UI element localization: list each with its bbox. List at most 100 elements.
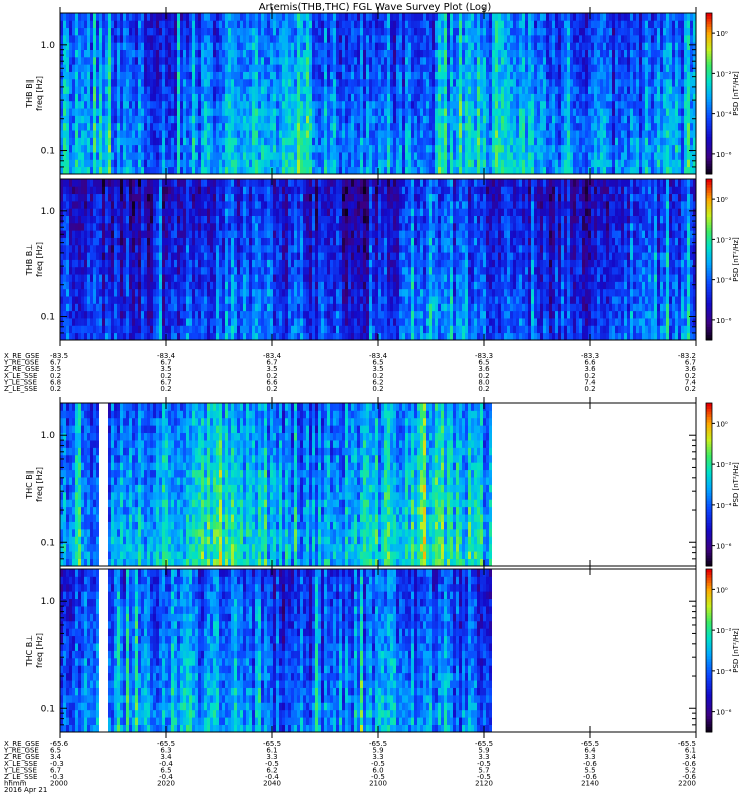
- spectrogram-cell: [444, 122, 447, 131]
- spectrogram-cell: [198, 27, 201, 36]
- spectrogram-cell: [222, 166, 225, 175]
- spectrogram-cell: [75, 332, 78, 341]
- spectrogram-cell: [663, 13, 666, 21]
- spectrogram-cell: [90, 71, 93, 80]
- spectrogram-cell: [102, 159, 105, 168]
- spectrogram-cell: [420, 130, 423, 138]
- spectrogram-cell: [660, 93, 663, 102]
- spectrogram-cell: [147, 122, 150, 131]
- spectrogram-cell: [213, 152, 216, 160]
- spectrogram-cell: [66, 318, 69, 326]
- spectrogram-cell: [384, 78, 387, 87]
- spectrogram-cell: [96, 186, 99, 195]
- spectrogram-cell: [90, 318, 93, 326]
- spectrogram-cell: [75, 152, 78, 160]
- spectrogram-cell: [324, 115, 327, 124]
- spectrogram-cell: [126, 27, 129, 36]
- spectrogram-cell: [90, 310, 93, 319]
- spectrogram-cell: [543, 144, 546, 153]
- spectrogram-cell: [360, 64, 363, 72]
- spectrogram-cell: [114, 137, 117, 146]
- spectrogram-cell: [684, 49, 687, 58]
- spectrogram-cell: [501, 144, 504, 153]
- spectrogram-cell: [81, 215, 84, 224]
- spectrogram-cell: [657, 20, 660, 29]
- spectrogram-cell: [72, 93, 75, 102]
- spectrogram-cell: [513, 20, 516, 29]
- spectrogram-cell: [234, 64, 237, 72]
- spectrogram-cell: [660, 152, 663, 160]
- spectrogram-cell: [693, 13, 696, 21]
- spectrogram-cell: [654, 71, 657, 80]
- spectrogram-cell: [204, 49, 207, 58]
- spectrogram-cell: [129, 130, 132, 138]
- spectrogram-cell: [81, 296, 84, 304]
- spectrogram-cell: [651, 137, 654, 146]
- spectrogram-cell: [255, 152, 258, 160]
- spectrogram-cell: [501, 64, 504, 72]
- spectrogram-cell: [102, 64, 105, 72]
- spectrogram-cell: [96, 288, 99, 297]
- spectrogram-cell: [246, 100, 249, 109]
- spectrogram-cell: [126, 166, 129, 175]
- spectrogram-cell: [120, 27, 123, 36]
- spectrogram-cell: [282, 115, 285, 124]
- spectrogram-cell: [192, 166, 195, 175]
- spectrogram-cell: [432, 115, 435, 124]
- spectrogram-cell: [495, 27, 498, 36]
- spectrogram-cell: [348, 108, 351, 116]
- spectrogram-cell: [87, 93, 90, 102]
- spectrogram-cell: [648, 100, 651, 109]
- spectrogram-cell: [117, 49, 120, 58]
- spectrogram-cell: [321, 27, 324, 36]
- spectrogram-cell: [240, 49, 243, 58]
- spectrogram-cell: [204, 34, 207, 43]
- spectrogram-cell: [486, 152, 489, 160]
- spectrogram-cell: [90, 86, 93, 94]
- spectrogram-cell: [294, 159, 297, 168]
- spectrogram-cell: [123, 27, 126, 36]
- spectrogram-cell: [324, 27, 327, 36]
- spectrogram-cell: [288, 130, 291, 138]
- spectrogram-cell: [102, 115, 105, 124]
- spectrogram-cell: [366, 20, 369, 29]
- spectrogram-cell: [78, 159, 81, 168]
- spectrogram-cell: [102, 27, 105, 36]
- spectrogram-cell: [381, 152, 384, 160]
- spectrogram-cell: [255, 166, 258, 175]
- spectrogram-cell: [315, 64, 318, 72]
- spectrogram-cell: [249, 152, 252, 160]
- spectrogram-cell: [138, 49, 141, 58]
- spectrogram-cell: [324, 108, 327, 116]
- spectrogram-cell: [357, 71, 360, 80]
- spectrogram-cell: [339, 78, 342, 87]
- spectrogram-cell: [438, 34, 441, 43]
- spectrogram-cell: [354, 86, 357, 94]
- spectrogram-cell: [504, 64, 507, 72]
- spectrogram-cell: [69, 64, 72, 72]
- spectrogram-cell: [273, 122, 276, 131]
- spectrogram-cell: [450, 115, 453, 124]
- spectrogram-cell: [465, 49, 468, 58]
- spectrogram-cell: [162, 159, 165, 168]
- spectrogram-cell: [198, 115, 201, 124]
- spectrogram-cell: [654, 78, 657, 87]
- spectrogram-cell: [297, 152, 300, 160]
- spectrogram-cell: [675, 27, 678, 36]
- spectrogram-cell: [75, 310, 78, 319]
- spectrogram-cell: [555, 159, 558, 168]
- spectrogram-cell: [225, 152, 228, 160]
- spectrogram-cell: [63, 303, 66, 312]
- spectrogram-cell: [615, 100, 618, 109]
- spectrogram-cell: [504, 159, 507, 168]
- spectrogram-cell: [408, 130, 411, 138]
- spectrogram-cell: [273, 166, 276, 175]
- spectrogram-cell: [153, 34, 156, 43]
- spectrogram-cell: [237, 144, 240, 153]
- spectrogram-cell: [69, 137, 72, 146]
- spectrogram-cell: [612, 144, 615, 153]
- spectrogram-cell: [621, 13, 624, 21]
- spectrogram-cell: [612, 13, 615, 21]
- spectrogram-cell: [222, 137, 225, 146]
- spectrogram-cell: [579, 108, 582, 116]
